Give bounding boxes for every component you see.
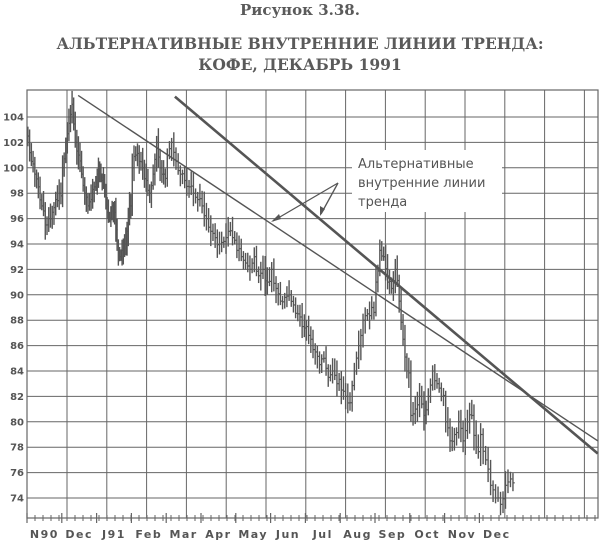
x-tick-label: Oct bbox=[414, 528, 440, 541]
x-tick-label: Jul bbox=[312, 528, 333, 541]
trendlines bbox=[77, 94, 599, 455]
price-bars bbox=[27, 90, 515, 516]
x-tick-label: Jun bbox=[275, 528, 300, 541]
arrow-head-1 bbox=[271, 214, 281, 222]
x-tick-label: Aug bbox=[343, 528, 372, 541]
x-tick-label: Sep bbox=[379, 528, 407, 541]
annotation-line-3: тренда bbox=[358, 195, 407, 210]
annotation-arrow-1 bbox=[272, 182, 339, 222]
y-tick-label: 92 bbox=[10, 265, 24, 276]
y-tick-label: 86 bbox=[10, 341, 24, 352]
x-tick-label: Nov bbox=[448, 528, 476, 541]
x-tick-label: Dec bbox=[65, 528, 93, 541]
y-tick-label: 88 bbox=[10, 316, 24, 327]
y-axis-labels: 104 102 100 98 96 94 92 90 88 86 84 82 80 78 76 74 bbox=[3, 113, 24, 505]
y-tick-label: 98 bbox=[10, 189, 24, 200]
y-tick-label: 96 bbox=[10, 214, 24, 225]
x-tick-label: N90 bbox=[30, 528, 59, 541]
y-tick-label: 104 bbox=[3, 113, 24, 124]
y-tick-label: 78 bbox=[10, 443, 24, 454]
trendline-thin bbox=[77, 94, 599, 442]
annotation-line-2: внутренние линии bbox=[358, 176, 485, 191]
x-axis: N90 Dec J91 Feb Mar Apr May Jun Jul Aug Sep Oct Nov D… bbox=[26, 513, 596, 541]
annotation-line-1: Альтернативные bbox=[358, 157, 474, 172]
y-tick-label: 100 bbox=[3, 163, 24, 174]
y-tick-label: 94 bbox=[10, 240, 24, 251]
y-tick-label: 102 bbox=[3, 138, 24, 149]
y-tick-label: 82 bbox=[10, 392, 24, 403]
chart-title-line-2: КОФЕ, ДЕКАБРЬ 1991 bbox=[198, 55, 402, 74]
y-tick-label: 90 bbox=[10, 290, 24, 301]
x-tick-label: Mar bbox=[169, 528, 197, 541]
x-tick-label: Feb bbox=[135, 528, 162, 541]
x-tick-label: J91 bbox=[101, 528, 126, 541]
grid bbox=[26, 89, 599, 519]
x-tick-label: Dec bbox=[483, 528, 511, 541]
plot-frame bbox=[26, 89, 599, 519]
figure-label: Рисунок 3.38. bbox=[240, 1, 360, 19]
trendline-thick bbox=[174, 95, 599, 455]
x-tick-label: May bbox=[238, 528, 268, 541]
chart-title-line-1: АЛЬТЕРНАТИВНЫЕ ВНУТРЕННИЕ ЛИНИИ ТРЕНДА: bbox=[56, 34, 544, 53]
annotation: Альтернативные внутренние линии тренда bbox=[271, 150, 502, 222]
x-tick-label: Apr bbox=[205, 528, 231, 541]
y-tick-label: 76 bbox=[10, 468, 24, 479]
y-tick-label: 84 bbox=[10, 367, 24, 378]
y-tick-label: 74 bbox=[10, 494, 24, 505]
annotation-background bbox=[352, 150, 502, 212]
arrow-head-2 bbox=[320, 206, 325, 216]
y-tick-label: 80 bbox=[10, 417, 24, 428]
